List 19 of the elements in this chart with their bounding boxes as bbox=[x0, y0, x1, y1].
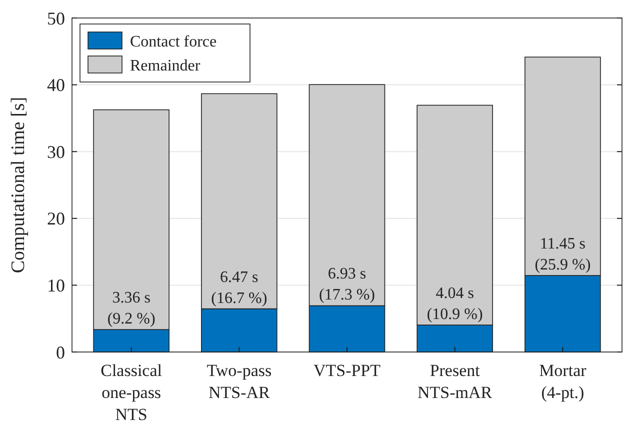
y-tick-label: 40 bbox=[47, 75, 65, 96]
x-tick-label: Classical one-pass NTS bbox=[100, 361, 162, 424]
x-tick-label: Mortar (4-pt.) bbox=[539, 361, 587, 402]
y-tick-label: 10 bbox=[47, 276, 65, 296]
data-label: 6.93 s (17.3 %) bbox=[319, 266, 375, 304]
data-label: 4.04 s (10.9 %) bbox=[426, 285, 483, 324]
y-tick-label: 20 bbox=[47, 208, 65, 229]
x-tick-label: Present NTS-mAR bbox=[418, 361, 493, 402]
legend-label: Remainder bbox=[130, 58, 201, 75]
data-label: 3.36 s (9.2 %) bbox=[107, 290, 156, 328]
y-axis-title: Computational time [s] bbox=[8, 96, 29, 274]
x-tick-label: Two-pass NTS-AR bbox=[206, 361, 272, 402]
y-tick-label: 30 bbox=[47, 142, 65, 162]
data-label: 6.47 s (16.7 %) bbox=[211, 268, 268, 307]
legend-label: Contact force bbox=[130, 34, 217, 51]
x-tick-label: VTS-PPT bbox=[313, 361, 382, 380]
y-tick-label: 0 bbox=[56, 342, 65, 362]
data-label: 11.45 s (25.9 %) bbox=[534, 236, 591, 274]
y-tick-label: 50 bbox=[47, 8, 65, 28]
